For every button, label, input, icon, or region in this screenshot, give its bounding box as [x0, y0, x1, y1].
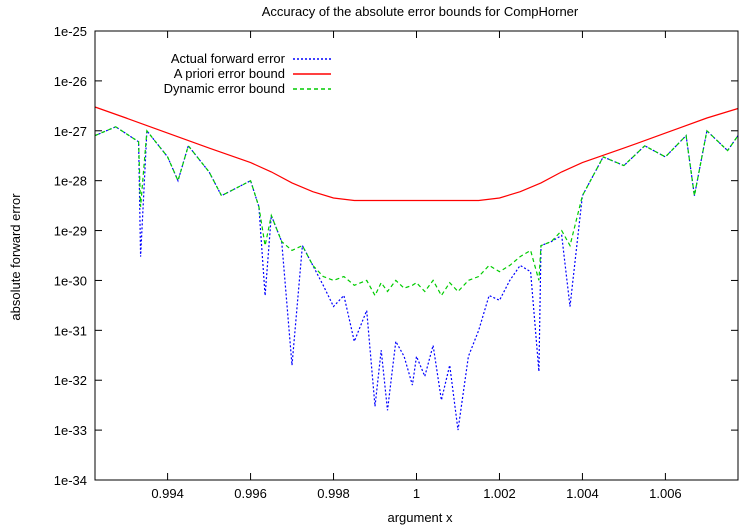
x-axis-ticks: 0.994 0.996 0.998 1 1.002 1.004 1.006 — [151, 31, 682, 501]
x-tick-label: 0.994 — [151, 486, 184, 501]
chart-title: Accuracy of the absolute error bounds fo… — [262, 4, 579, 19]
series-line-0 — [94, 126, 739, 431]
x-tick-label: 1 — [413, 486, 420, 501]
y-tick-label: 1e-28 — [54, 174, 87, 189]
x-tick-label: 1.006 — [649, 486, 682, 501]
y-axis-label: absolute forward error — [8, 193, 23, 321]
y-tick-label: 1e-25 — [54, 24, 87, 39]
x-axis-label: argument x — [387, 510, 453, 525]
legend-label-2: Dynamic error bound — [164, 81, 285, 96]
y-tick-label: 1e-34 — [54, 473, 87, 488]
plot-frame — [94, 30, 739, 481]
legend-label-0: Actual forward error — [171, 51, 286, 66]
y-tick-label: 1e-29 — [54, 224, 87, 239]
y-tick-label: 1e-30 — [54, 273, 87, 288]
x-tick-label: 0.996 — [234, 486, 267, 501]
series-line-2 — [94, 126, 739, 297]
y-tick-label: 1e-32 — [54, 373, 87, 388]
y-tick-label: 1e-31 — [54, 323, 87, 338]
x-tick-label: 1.002 — [483, 486, 516, 501]
y-axis-ticks: 1e-34 1e-33 1e-32 1e-31 1e-30 1e-29 1e-28 1e-27… — [54, 24, 738, 488]
y-tick-label: 1e-27 — [54, 124, 87, 139]
legend-label-1: A priori error bound — [174, 66, 285, 81]
x-tick-label: 0.998 — [317, 486, 350, 501]
y-tick-label: 1e-33 — [54, 423, 87, 438]
plot-area — [94, 106, 739, 431]
x-tick-label: 1.004 — [566, 486, 599, 501]
y-tick-label: 1e-26 — [54, 74, 87, 89]
series-line-1 — [94, 106, 739, 202]
